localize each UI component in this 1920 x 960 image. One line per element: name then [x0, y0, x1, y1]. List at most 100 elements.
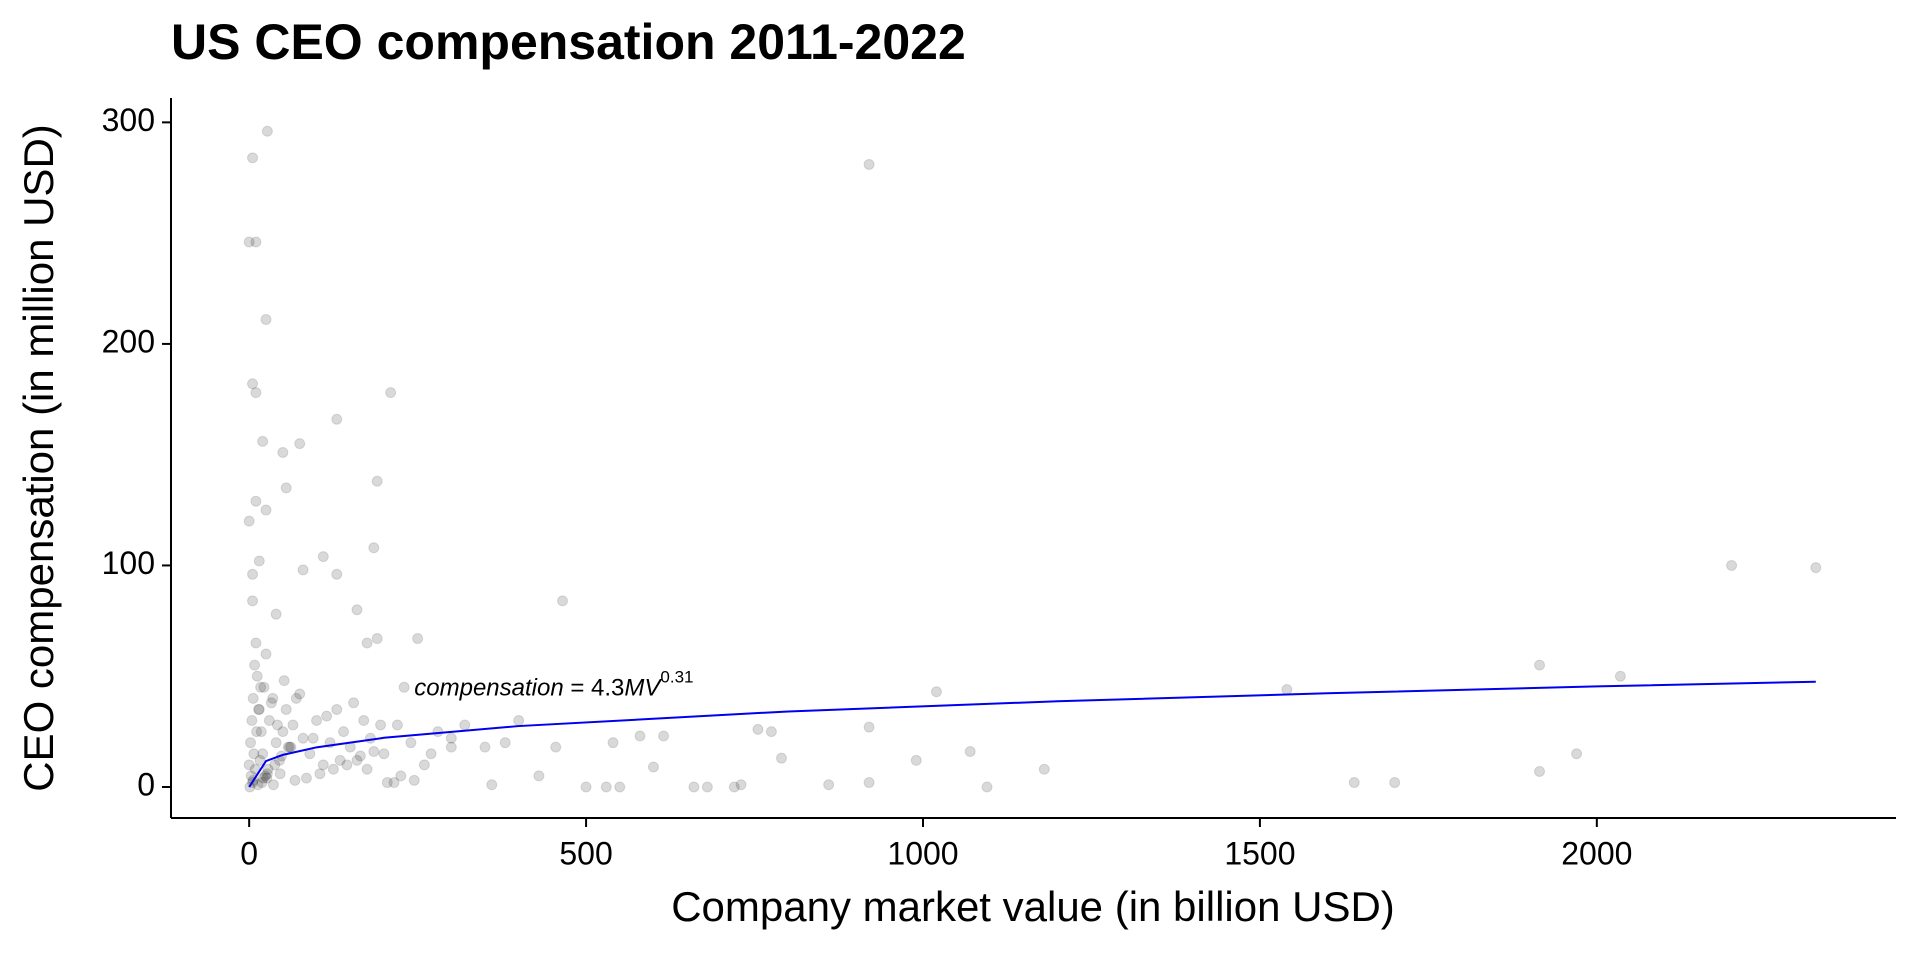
x-tick-label: 1500 — [1224, 835, 1295, 871]
point — [338, 726, 349, 738]
point — [863, 158, 875, 170]
point — [259, 770, 271, 782]
point — [752, 723, 764, 735]
point — [289, 774, 301, 786]
point — [728, 781, 740, 793]
x-tick-label: 500 — [559, 835, 612, 871]
x-tick-label: 2000 — [1561, 835, 1632, 871]
point — [688, 781, 700, 793]
point — [249, 659, 261, 671]
point — [600, 781, 612, 793]
point — [1038, 763, 1050, 775]
point — [245, 737, 257, 749]
point — [331, 568, 343, 580]
point — [290, 692, 302, 704]
point — [294, 438, 306, 450]
point — [255, 726, 267, 738]
point — [243, 515, 255, 527]
point — [247, 595, 259, 607]
point — [250, 495, 262, 507]
point — [247, 152, 259, 164]
point — [533, 770, 545, 782]
point — [351, 754, 363, 766]
point — [260, 648, 272, 660]
point — [658, 730, 670, 742]
point — [1389, 777, 1401, 789]
point — [248, 748, 260, 760]
point — [311, 715, 323, 727]
point — [647, 761, 659, 773]
point — [486, 779, 498, 791]
y-tick-label: 300 — [102, 102, 155, 138]
point — [277, 726, 289, 738]
point — [258, 681, 270, 693]
point — [265, 697, 277, 709]
point — [260, 504, 272, 516]
point — [432, 726, 444, 738]
point — [351, 604, 363, 616]
x-tick-label: 1000 — [887, 835, 958, 871]
point — [252, 779, 264, 791]
fit-annotation: compensation = 4.3MV0.31 — [414, 668, 693, 702]
point — [1348, 777, 1360, 789]
point — [863, 777, 875, 789]
x-tick-label: 0 — [240, 835, 258, 871]
point — [269, 759, 281, 771]
point — [550, 741, 562, 753]
y-tick-label: 200 — [102, 323, 155, 359]
point — [243, 236, 255, 248]
point — [981, 781, 993, 793]
point — [388, 777, 400, 789]
point — [823, 779, 835, 791]
point — [253, 555, 265, 567]
point — [964, 746, 976, 758]
point — [261, 768, 273, 780]
point — [250, 236, 262, 248]
point — [253, 703, 265, 715]
point — [277, 446, 289, 458]
point — [368, 746, 380, 758]
point — [284, 741, 296, 753]
point — [261, 125, 273, 137]
point — [317, 551, 329, 563]
point — [459, 719, 471, 731]
point — [930, 686, 942, 698]
point — [479, 741, 491, 753]
point — [445, 741, 457, 753]
point — [371, 475, 383, 487]
point — [297, 564, 309, 576]
point — [513, 715, 525, 727]
point — [250, 387, 262, 399]
point — [247, 692, 259, 704]
point — [1571, 748, 1583, 760]
point — [361, 763, 373, 775]
chart-title: US CEO compensation 2011-2022 — [171, 14, 966, 70]
point — [280, 482, 292, 494]
point — [262, 763, 274, 775]
point — [341, 759, 353, 771]
y-tick-label: 0 — [137, 766, 155, 802]
point — [257, 748, 269, 760]
point — [1534, 659, 1546, 671]
y-tick-label: 100 — [102, 545, 155, 581]
point — [271, 719, 283, 731]
point — [358, 715, 370, 727]
point — [1534, 765, 1546, 777]
point — [405, 737, 417, 749]
point — [253, 703, 265, 715]
x-axis-title: Company market value (in billion USD) — [671, 883, 1395, 930]
point — [391, 719, 403, 731]
point — [499, 737, 511, 749]
point — [354, 750, 366, 762]
point — [270, 737, 282, 749]
point — [1810, 562, 1822, 574]
point — [395, 770, 407, 782]
point — [348, 697, 360, 709]
point — [247, 378, 259, 390]
point — [280, 703, 292, 715]
point — [381, 777, 393, 789]
point — [300, 772, 312, 784]
point — [255, 681, 267, 693]
point — [378, 748, 390, 760]
